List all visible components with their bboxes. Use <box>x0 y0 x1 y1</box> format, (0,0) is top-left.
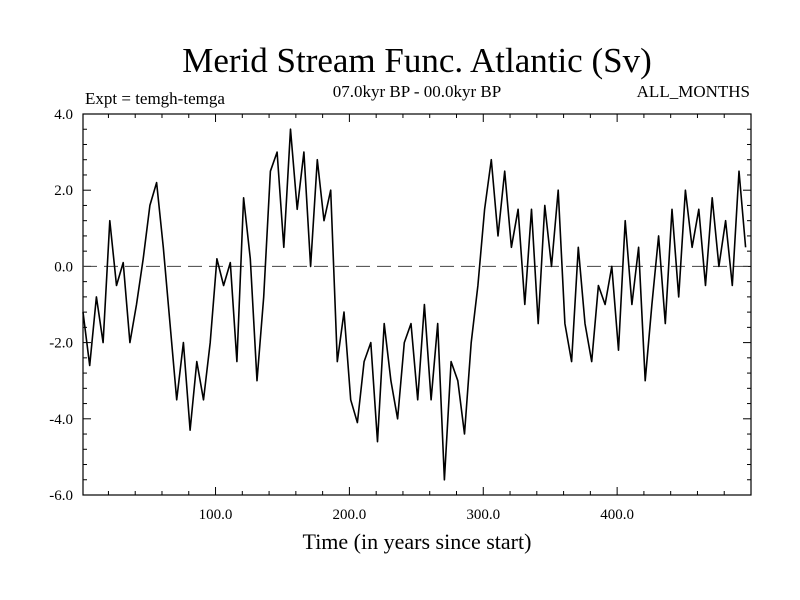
series-line <box>82 128 747 481</box>
x-tick-label: 200.0 <box>333 507 367 523</box>
y-axis-ticks: -6.0 -4.0 -2.0 0.0 2.0 4.0 <box>49 107 751 504</box>
y-tick-label: -4.0 <box>49 412 73 428</box>
chart-title: Merid Stream Func. Atlantic (Sv) <box>182 41 652 80</box>
y-tick-label: -2.0 <box>49 336 73 352</box>
y-tick-label: -6.0 <box>49 488 73 504</box>
x-tick-label: 300.0 <box>466 507 500 523</box>
months-label: ALL_MONTHS <box>637 82 750 101</box>
chart-subtitle: 07.0kyr BP - 00.0kyr BP <box>333 82 501 101</box>
x-axis-label: Time (in years since start) <box>303 529 532 554</box>
y-tick-label: 0.0 <box>54 259 73 275</box>
plot-frame <box>82 113 752 496</box>
x-tick-label: 100.0 <box>199 507 233 523</box>
x-tick-label: 400.0 <box>600 507 634 523</box>
y-tick-label: 2.0 <box>54 183 73 199</box>
x-axis-ticks: 100.0 200.0 300.0 400.0 <box>107 114 725 523</box>
y-tick-label: 4.0 <box>54 107 73 123</box>
experiment-label: Expt = temgh-temga <box>85 89 225 108</box>
